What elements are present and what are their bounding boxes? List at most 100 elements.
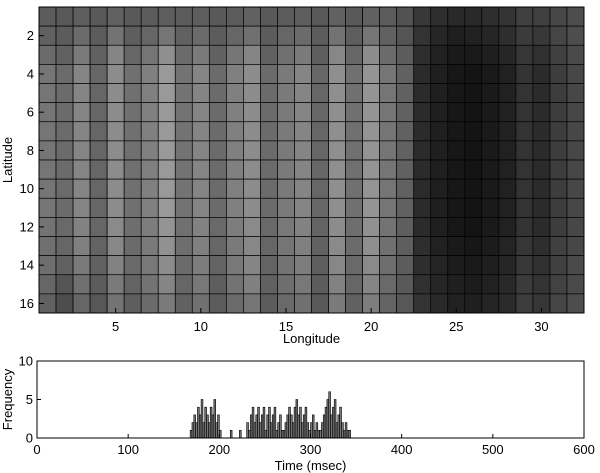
heatmap-cell-r11-c30	[532, 197, 551, 218]
heatmap-cell-r14-c22	[396, 255, 415, 276]
heatmap-cell-r12-c16	[294, 217, 312, 237]
heatmap-cell-r10-c22	[396, 178, 415, 199]
heatmap-cell-r9-c20	[362, 159, 381, 180]
heatmap-cell-r8-c27	[481, 140, 500, 161]
heatmap-cell-r3-c20	[362, 44, 381, 65]
heatmap-cell-r5-c13	[243, 83, 261, 104]
heatmap-cell-r10-c19	[345, 178, 363, 199]
heatmap-cell-r2-c13	[243, 25, 261, 46]
heatmap-cell-r12-c14	[260, 217, 278, 237]
heatmap-cell-r8-c6	[123, 140, 142, 161]
heatmap-cell-r14-c28	[498, 255, 517, 276]
heatmap-cell-r5-c19	[345, 83, 363, 104]
heatmap-cell-r5-c8	[157, 83, 176, 104]
heatmap-cell-r11-c13	[243, 197, 261, 218]
heatmap-cell-r1-c5	[106, 6, 125, 27]
heatmap-cell-r14-c31	[549, 255, 568, 276]
heatmap-cell-r2-c11	[208, 25, 227, 46]
heatmap-cell-r4-c24	[430, 64, 449, 84]
heatmap-cell-r6-c13	[243, 102, 261, 123]
heatmap-cell-r1-c9	[174, 6, 193, 27]
histogram-bar	[239, 429, 242, 439]
heatmap-cell-r11-c16	[294, 197, 312, 218]
heatmap-cell-r13-c24	[430, 236, 449, 257]
heatmap-cell-r9-c4	[89, 159, 108, 180]
heatmap-cell-r16-c31	[549, 293, 568, 314]
heatmap-cell-r11-c2	[55, 197, 74, 218]
heatmap-cell-r1-c28	[498, 6, 517, 27]
heatmap-cell-r6-c31	[549, 102, 568, 123]
heatmap-cell-r15-c27	[481, 274, 500, 295]
heatmap-cell-r13-c26	[464, 236, 483, 257]
heatmap-cell-r12-c5	[106, 217, 125, 237]
heatmap-cell-r16-c9	[174, 293, 193, 314]
heatmap-cell-r3-c32	[566, 44, 585, 65]
heatmap-cell-r15-c16	[294, 274, 312, 295]
heatmap-cell-r13-c28	[498, 236, 517, 257]
heatmap-cell-r14-c21	[379, 255, 398, 276]
heatmap-cell-r4-c5	[106, 64, 125, 84]
heatmap-cell-r11-c1	[38, 197, 57, 218]
heatmap-cell-r14-c12	[225, 255, 244, 276]
heatmap-cell-r10-c27	[481, 178, 500, 199]
heatmap-cell-r16-c17	[311, 293, 329, 314]
heatmap-cell-r2-c24	[430, 25, 449, 46]
heatmap-cell-r13-c8	[157, 236, 176, 257]
heatmap-cell-r9-c5	[106, 159, 125, 180]
heatmap-cell-r11-c18	[328, 197, 346, 218]
heatmap-cell-r7-c28	[498, 121, 517, 142]
heatmap-cell-r7-c20	[362, 121, 381, 142]
heatmap-cell-r2-c25	[447, 25, 466, 46]
heatmap-cell-r4-c28	[498, 64, 517, 84]
heatmap-y-axis-label: Latitude	[0, 137, 15, 183]
heatmap-cell-r14-c9	[174, 255, 193, 276]
heatmap-cell-r13-c10	[191, 236, 210, 257]
heatmap-cell-r10-c6	[123, 178, 142, 199]
heatmap-cell-r7-c8	[157, 121, 176, 142]
heatmap-cell-r4-c20	[362, 64, 381, 84]
heatmap-cell-r15-c11	[208, 274, 227, 295]
heatmap-cell-r9-c9	[174, 159, 193, 180]
heatmap-cell-r5-c29	[515, 83, 534, 104]
heatmap-cell-r15-c28	[498, 274, 517, 295]
histogram-x-tick-label: 300	[300, 442, 322, 457]
heatmap-cell-r15-c7	[140, 274, 159, 295]
heatmap-x-tick-label: 10	[194, 319, 208, 334]
heatmap-cell-r11-c5	[106, 197, 125, 218]
heatmap-cell-r2-c26	[464, 25, 483, 46]
heatmap-cell-r7-c23	[413, 121, 432, 142]
heatmap-cell-r11-c26	[464, 197, 483, 218]
heatmap-cell-r16-c13	[243, 293, 261, 314]
heatmap-cell-r9-c6	[123, 159, 142, 180]
heatmap-cell-r13-c31	[549, 236, 568, 257]
heatmap-cell-r2-c19	[345, 25, 363, 46]
heatmap-cell-r11-c21	[379, 197, 398, 218]
heatmap-cell-r16-c2	[55, 293, 74, 314]
heatmap-cell-r14-c30	[532, 255, 551, 276]
heatmap-cell-r14-c3	[72, 255, 91, 276]
heatmap-cell-r7-c19	[345, 121, 363, 142]
heatmap-cell-r9-c27	[481, 159, 500, 180]
heatmap-cell-r3-c26	[464, 44, 483, 65]
heatmap-cell-r13-c7	[140, 236, 159, 257]
heatmap-cell-r11-c23	[413, 197, 432, 218]
heatmap-cell-r6-c4	[89, 102, 108, 123]
heatmap-cell-r1-c11	[208, 6, 227, 27]
heatmap-cell-r12-c26	[464, 217, 483, 237]
heatmap-cell-r16-c27	[481, 293, 500, 314]
heatmap-cell-r11-c27	[481, 197, 500, 218]
heatmap-cell-r1-c19	[345, 6, 363, 27]
heatmap-cell-r5-c20	[362, 83, 381, 104]
heatmap-cell-r7-c15	[277, 121, 295, 142]
histogram-y-tick-label: 5	[26, 392, 33, 407]
heatmap-cell-r6-c25	[447, 102, 466, 123]
heatmap-cell-r15-c23	[413, 274, 432, 295]
heatmap-cell-r12-c23	[413, 217, 432, 237]
heatmap-cell-r9-c23	[413, 159, 432, 180]
heatmap-cell-r14-c10	[191, 255, 210, 276]
heatmap-cell-r1-c17	[311, 6, 329, 27]
heatmap-cell-r8-c2	[55, 140, 74, 161]
heatmap-cell-r3-c8	[157, 44, 176, 65]
heatmap-cell-r7-c17	[311, 121, 329, 142]
